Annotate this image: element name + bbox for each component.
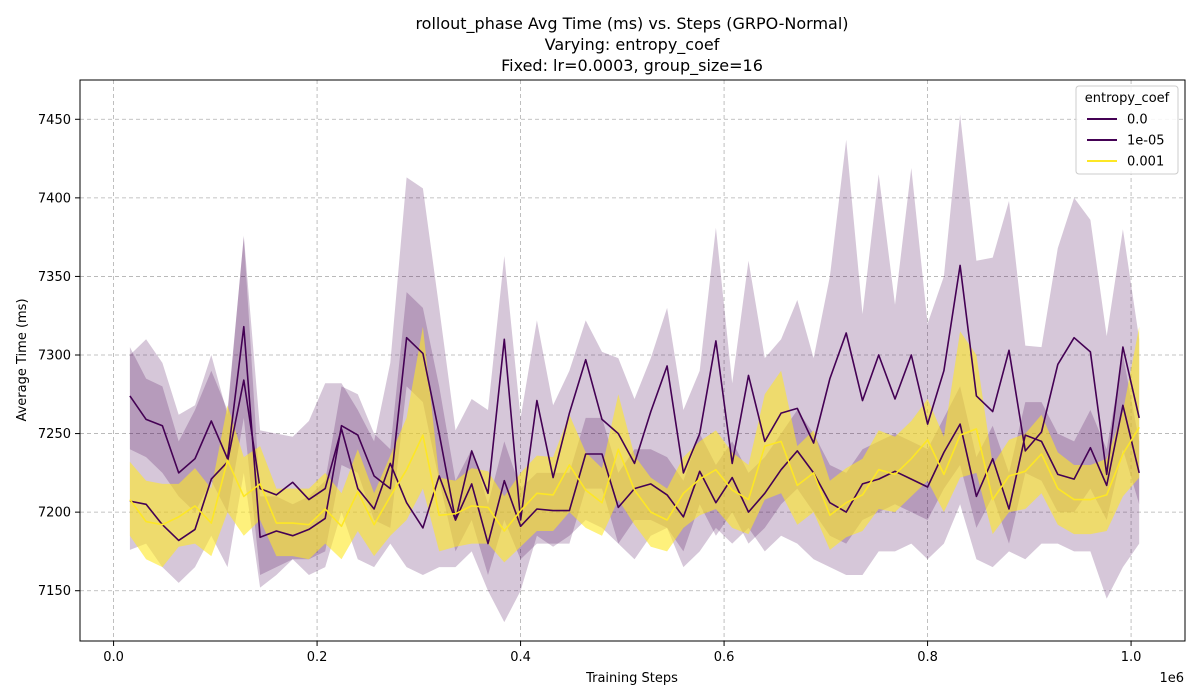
legend-box — [1075, 85, 1179, 175]
x-tick-label: 1.0 — [1121, 650, 1142, 665]
y-tick-label: 7400 — [38, 191, 71, 206]
x-tick-label: 0.4 — [510, 650, 531, 665]
series-line-2 — [129, 426, 1140, 532]
legend-entries: 0.0 1e-05 0.001 — [1087, 113, 1165, 170]
chart-title-line-1: rollout_phase Avg Time (ms) vs. Steps (G… — [415, 14, 848, 34]
y-tick-label: 7450 — [38, 113, 71, 128]
y-axis-label: Average Time (ms) — [15, 298, 30, 421]
plot-area — [80, 80, 1185, 641]
y-tick-label: 7350 — [38, 270, 71, 285]
chart-title-line-2: Varying: entropy_coef — [545, 35, 720, 55]
legend-label-2: 0.001 — [1127, 155, 1164, 170]
series-lines — [129, 264, 1140, 545]
x-axis-offset-label: 1e6 — [1159, 671, 1184, 686]
y-tick-label: 7250 — [38, 427, 71, 442]
x-axis-ticks: 0.0 0.2 0.4 0.6 0.8 1.0 — [103, 641, 1141, 665]
x-tick-label: 0.0 — [103, 650, 124, 665]
confidence-bands — [129, 114, 1140, 623]
x-tick-label: 0.8 — [917, 650, 938, 665]
legend: entropy_coef 0.0 1e-05 0.001 — [1075, 85, 1179, 175]
x-tick-label: 0.6 — [714, 650, 735, 665]
y-tick-label: 7200 — [38, 506, 71, 521]
legend-title: entropy_coef — [1085, 91, 1170, 106]
x-tick-label: 0.2 — [307, 650, 328, 665]
y-tick-label: 7150 — [38, 584, 71, 599]
series-line-1 — [129, 264, 1140, 542]
legend-label-0: 0.0 — [1127, 113, 1148, 128]
x-axis-label: Training Steps — [585, 671, 678, 686]
y-tick-label: 7300 — [38, 349, 71, 364]
chart-title-line-3: Fixed: lr=0.0003, group_size=16 — [501, 56, 763, 76]
plot-frame — [79, 79, 1186, 642]
series-band-2 — [129, 326, 1140, 568]
y-axis-ticks: 7150 7200 7250 7300 7350 7400 7450 — [38, 113, 80, 599]
legend-label-1: 1e-05 — [1127, 134, 1165, 149]
